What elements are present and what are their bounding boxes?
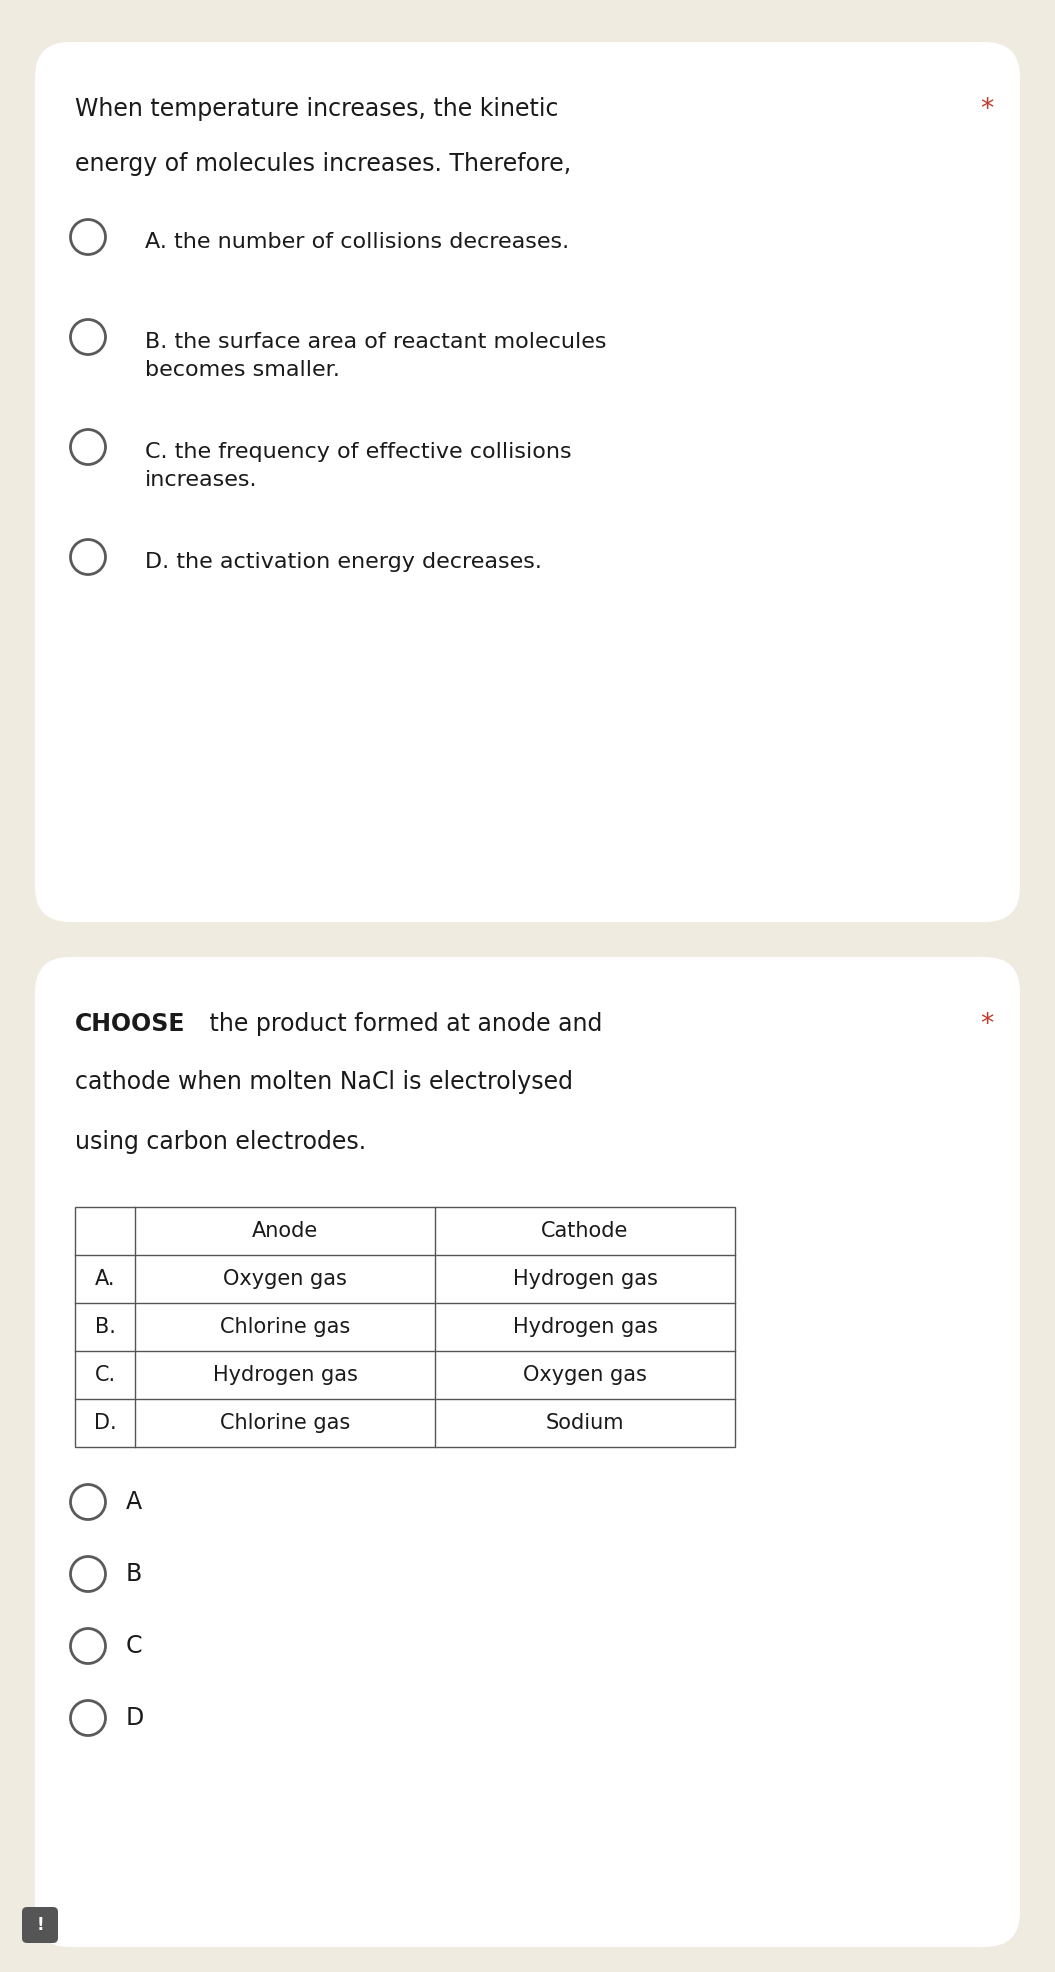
FancyBboxPatch shape — [35, 41, 1020, 923]
Text: D.: D. — [94, 1414, 116, 1434]
Text: B: B — [126, 1562, 142, 1585]
Text: *: * — [980, 97, 993, 122]
Text: D: D — [126, 1706, 145, 1729]
Text: Hydrogen gas: Hydrogen gas — [513, 1317, 657, 1337]
Text: energy of molecules increases. Therefore,: energy of molecules increases. Therefore… — [75, 152, 571, 176]
FancyBboxPatch shape — [22, 1907, 58, 1942]
Text: Oxygen gas: Oxygen gas — [223, 1270, 347, 1290]
Text: cathode when molten NaCl is electrolysed: cathode when molten NaCl is electrolysed — [75, 1071, 573, 1094]
Text: Chlorine gas: Chlorine gas — [219, 1414, 350, 1434]
Text: Chlorine gas: Chlorine gas — [219, 1317, 350, 1337]
Text: C. the frequency of effective collisions
increases.: C. the frequency of effective collisions… — [145, 442, 572, 489]
Text: Anode: Anode — [252, 1221, 319, 1240]
Text: A: A — [126, 1491, 142, 1514]
Text: using carbon electrodes.: using carbon electrodes. — [75, 1130, 366, 1154]
Text: B. the surface area of reactant molecules
becomes smaller.: B. the surface area of reactant molecule… — [145, 331, 607, 381]
Text: A. the number of collisions decreases.: A. the number of collisions decreases. — [145, 233, 569, 252]
Text: Hydrogen gas: Hydrogen gas — [212, 1365, 358, 1384]
Text: C.: C. — [95, 1365, 116, 1384]
Text: the product formed at anode and: the product formed at anode and — [202, 1012, 602, 1035]
Text: C: C — [126, 1635, 142, 1658]
Bar — [75, 1207, 735, 1447]
Text: !: ! — [36, 1917, 44, 1935]
Text: A.: A. — [95, 1270, 115, 1290]
Text: B.: B. — [95, 1317, 115, 1337]
Text: Cathode: Cathode — [541, 1221, 629, 1240]
Text: Hydrogen gas: Hydrogen gas — [513, 1270, 657, 1290]
Text: D. the activation energy decreases.: D. the activation energy decreases. — [145, 552, 542, 572]
FancyBboxPatch shape — [35, 956, 1020, 1946]
Text: *: * — [980, 1012, 993, 1037]
Text: Sodium: Sodium — [545, 1414, 625, 1434]
Text: CHOOSE: CHOOSE — [75, 1012, 186, 1035]
Text: When temperature increases, the kinetic: When temperature increases, the kinetic — [75, 97, 558, 120]
Text: Oxygen gas: Oxygen gas — [523, 1365, 647, 1384]
